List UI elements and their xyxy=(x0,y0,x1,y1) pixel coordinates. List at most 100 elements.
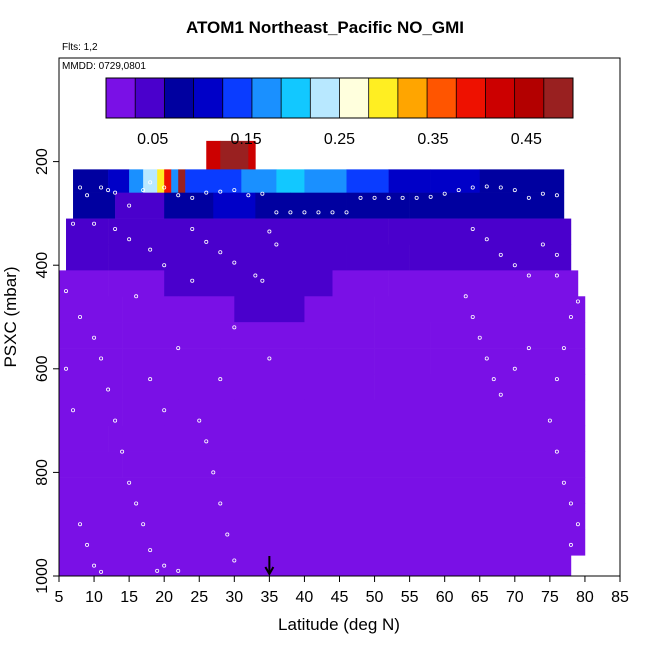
heatmap-cell xyxy=(514,322,586,349)
heatmap-cell xyxy=(332,270,389,297)
flight-track-point xyxy=(526,195,531,200)
flight-track-point xyxy=(148,377,153,382)
flight-track-point xyxy=(274,242,279,247)
flight-track-point xyxy=(540,242,545,247)
flight-track-point xyxy=(526,346,531,351)
heatmap-cell xyxy=(528,169,565,193)
y-axis-title: PSXC (mbar) xyxy=(1,266,20,367)
heatmap-cell xyxy=(234,296,305,323)
heatmap-cell xyxy=(234,373,305,401)
x-tick-label: 25 xyxy=(190,589,208,606)
heatmap-cell xyxy=(59,348,123,375)
heatmap-cell xyxy=(59,322,123,349)
heatmap-cell xyxy=(290,192,347,219)
flight-track-point xyxy=(491,377,496,382)
flight-track-point xyxy=(92,221,97,226)
heatmap-cell xyxy=(255,192,291,219)
heatmap-cell xyxy=(178,348,221,375)
flight-track-point xyxy=(64,289,69,294)
y-tick-label: 1000 xyxy=(34,558,51,594)
colorbar-segment xyxy=(427,78,457,118)
colorbar-tick-label: 0.45 xyxy=(511,131,542,148)
flight-track-point xyxy=(568,501,573,506)
heatmap-cell xyxy=(290,244,347,271)
flight-track-point xyxy=(218,250,223,255)
colorbar-segment xyxy=(281,78,311,118)
heatmap-cell xyxy=(171,169,179,193)
x-tick-label: 45 xyxy=(331,589,349,606)
flight-track-point xyxy=(106,188,111,193)
x-tick-label: 15 xyxy=(120,589,138,606)
flight-track-point xyxy=(85,193,90,198)
flight-track-point xyxy=(134,501,139,506)
heatmap-cell xyxy=(178,244,235,271)
flight-track-point xyxy=(288,210,293,215)
flight-track-point xyxy=(344,210,349,215)
colorbar-frame xyxy=(105,77,574,119)
heatmap-cell xyxy=(276,218,333,245)
flight-track-point xyxy=(148,548,153,553)
flight-track-point xyxy=(78,185,83,190)
flight-track-point xyxy=(176,568,181,573)
heatmap-cell xyxy=(185,169,214,193)
flight-track-point xyxy=(162,185,167,190)
x-tick-label: 50 xyxy=(366,589,384,606)
x-axis: 5 10 15 20 25 30 35 40 45 50 55 60 65 70 75 80 85 xyxy=(55,576,629,606)
flight-track-point xyxy=(134,294,139,299)
y-tick-label: 600 xyxy=(34,355,51,382)
flight-track-point xyxy=(575,522,580,527)
x-tick-label: 70 xyxy=(506,589,524,606)
flight-track-point xyxy=(400,195,405,200)
flight-track-point xyxy=(176,346,181,351)
heatmap-cell xyxy=(73,192,116,219)
flight-track-point xyxy=(64,366,69,371)
heatmap-cell xyxy=(178,373,235,401)
flight-track-point xyxy=(547,418,552,423)
marker-arrow-head xyxy=(264,566,275,577)
flight-track-point xyxy=(526,273,531,278)
heatmap-cell xyxy=(59,477,586,504)
flight-track-point xyxy=(232,325,237,330)
heatmap-cell xyxy=(164,218,221,245)
heatmap-cell xyxy=(318,348,375,375)
flight-track-point xyxy=(561,346,566,351)
x-tick-label: 60 xyxy=(436,589,454,606)
flight-track-point xyxy=(575,563,580,568)
flight-track-point xyxy=(477,335,482,340)
flight-track-point xyxy=(498,185,503,190)
x-tick-label: 30 xyxy=(225,589,243,606)
flight-track-point xyxy=(71,408,76,413)
colorbar-segment xyxy=(222,78,253,118)
x-tick-label: 10 xyxy=(85,589,103,606)
heatmap-cell xyxy=(276,270,333,297)
flight-track-point xyxy=(554,377,559,382)
colorbar-tick-label: 0.05 xyxy=(137,131,168,148)
colorbar-segment xyxy=(106,78,136,118)
heatmap-cell xyxy=(143,169,158,193)
flight-track-point xyxy=(113,418,118,423)
flight-track-point xyxy=(246,193,251,198)
flight-track-point xyxy=(127,237,132,242)
flight-track-point xyxy=(99,569,104,574)
flight-track-point xyxy=(232,260,237,265)
heatmap-cell xyxy=(444,218,502,245)
flight-track-point xyxy=(554,193,559,198)
heatmap-cell xyxy=(304,399,586,427)
flight-track-point xyxy=(99,185,104,190)
chart-title: ATOM1 Northeast_Pacific NO_GMI xyxy=(185,18,465,37)
flight-track-point xyxy=(316,210,321,215)
heatmap-cell xyxy=(59,373,123,401)
heatmap-cell xyxy=(388,218,445,245)
x-tick-label: 85 xyxy=(611,589,629,606)
flight-track-point xyxy=(204,190,209,195)
flight-track-point xyxy=(456,188,461,193)
flight-track-point xyxy=(127,203,132,208)
flight-track-point xyxy=(162,563,167,568)
heatmap-cell xyxy=(276,169,305,193)
flight-track-point xyxy=(498,252,503,257)
heatmap-cell xyxy=(157,169,165,193)
flight-track-point xyxy=(554,252,559,257)
flight-track-point xyxy=(92,563,97,568)
colorbar-segment xyxy=(456,78,486,118)
